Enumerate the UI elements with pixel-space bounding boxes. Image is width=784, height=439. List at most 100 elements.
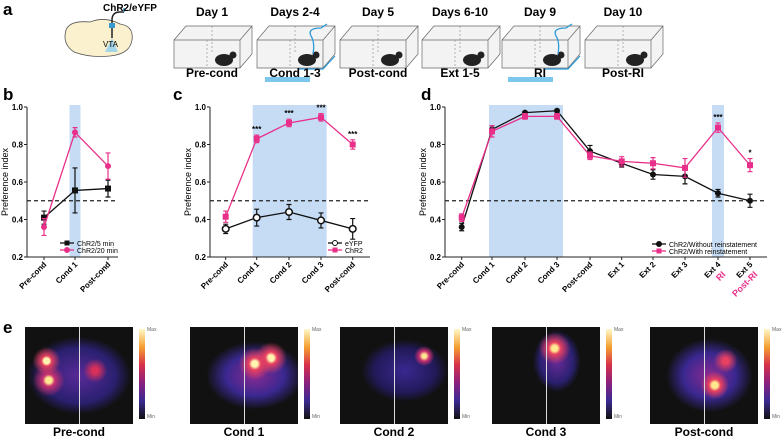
- brain-schematic: [64, 8, 133, 57]
- data-point: [253, 135, 260, 142]
- series-line: [461, 110, 751, 228]
- y-tick-label: 0.4: [12, 216, 24, 225]
- heatmap-label: Pre-cond: [52, 425, 105, 439]
- chamber-divider: [244, 327, 245, 424]
- data-point: [747, 197, 753, 204]
- legend-label: ChR2: [345, 248, 363, 255]
- panel-label-a: a: [3, 0, 13, 19]
- heatmap-label: Post-cond: [674, 425, 734, 439]
- phase-label: Post-cond: [348, 66, 408, 80]
- x-tick-label: Cond 3: [536, 260, 562, 286]
- legend-label: ChR2/5 min: [77, 241, 114, 248]
- significance-marker: *: [748, 149, 752, 158]
- colorbar-min-label: Min: [614, 414, 623, 420]
- data-point: [489, 128, 495, 135]
- data-point: [316, 216, 326, 225]
- series-line: [461, 115, 751, 218]
- significance-marker: ***: [348, 130, 358, 139]
- heatmap-label: Cond 2: [373, 425, 415, 439]
- stimulation-shading: [712, 105, 724, 257]
- colorbar-max-label: Max: [614, 327, 624, 333]
- data-point: [715, 124, 721, 131]
- data-point: [348, 224, 357, 233]
- heatmap-label: Cond 3: [525, 425, 567, 439]
- data-point: [222, 213, 229, 220]
- heatmap-4: [650, 327, 758, 424]
- x-tick-label: Cond 2: [504, 260, 530, 286]
- day-label: Day 5: [361, 5, 395, 19]
- y-axis-label: Preference index: [183, 147, 193, 216]
- significance-marker: ***: [713, 113, 723, 122]
- legend-label: eYFP: [345, 241, 363, 248]
- x-tick-label: Ext 3: [670, 260, 690, 280]
- day-label: Days 6-10: [431, 5, 489, 19]
- colorbar: [454, 329, 460, 419]
- data-point: [554, 107, 560, 114]
- y-tick-label: 0.6: [195, 178, 207, 187]
- x-tick-label: Post-cond: [560, 260, 594, 294]
- data-point: [41, 224, 47, 230]
- phase-label: Cond 1-3: [269, 66, 321, 80]
- test-box-icon: [173, 25, 253, 69]
- y-tick-label: 0.8: [430, 141, 442, 150]
- vta-label: VTA: [103, 40, 118, 49]
- colorbar-max-label: Max: [147, 327, 157, 333]
- colorbar: [606, 329, 612, 419]
- data-point: [650, 160, 656, 167]
- data-point: [318, 114, 324, 121]
- y-tick-label: 0.4: [430, 216, 442, 225]
- y-tick-label: 1.0: [430, 103, 442, 112]
- test-box-icon: [501, 23, 581, 70]
- chamber-divider: [79, 327, 80, 424]
- legend-label: ChR2/Without reinstatement: [669, 242, 757, 249]
- data-point: [458, 224, 465, 230]
- y-tick-label: 0.4: [195, 216, 207, 225]
- colorbar-min-label: Min: [312, 414, 321, 420]
- chamber-divider: [394, 327, 395, 424]
- day-label: Day 10: [603, 5, 643, 19]
- colorbar: [764, 329, 770, 419]
- test-box-icon: [584, 25, 664, 69]
- day-label: Day 9: [523, 5, 557, 19]
- significance-marker: ***: [252, 125, 262, 134]
- panel-label-d: d: [421, 85, 432, 104]
- legend-marker: [332, 247, 338, 253]
- y-axis-label: Preference index: [0, 147, 10, 216]
- day-label: Day 1: [195, 5, 229, 19]
- data-point: [72, 129, 78, 136]
- data-point: [715, 190, 721, 197]
- x-tick-label: Pre-cond: [435, 260, 466, 291]
- data-point: [522, 113, 528, 120]
- y-tick-label: 0.2: [195, 253, 207, 262]
- legend-label: ChR2/20 min: [77, 248, 118, 255]
- significance-marker: ***: [284, 109, 294, 118]
- stimulation-shading: [489, 105, 563, 257]
- legend-marker: [332, 240, 338, 246]
- test-box-icon: [421, 25, 501, 69]
- phase-label: Ext 1-5: [440, 66, 480, 80]
- stimulation-shading: [252, 105, 327, 257]
- colorbar: [304, 329, 310, 419]
- y-tick-label: 0.8: [195, 141, 207, 150]
- legend-marker: [64, 247, 70, 253]
- y-tick-label: 0.2: [12, 253, 24, 262]
- heatmap-label: Cond 1: [223, 425, 265, 439]
- colorbar-max-label: Max: [462, 327, 472, 333]
- legend-label: ChR2/With reinstatement: [669, 249, 747, 256]
- injection-label: ChR2/eYFP: [103, 3, 157, 14]
- y-tick-label: 0.6: [430, 178, 442, 187]
- data-point: [650, 171, 656, 178]
- heatmap-0: [25, 327, 133, 424]
- y-tick-label: 1.0: [12, 103, 24, 112]
- legend-marker: [656, 248, 662, 254]
- x-tick-label: Cond 1: [471, 260, 497, 286]
- data-point: [221, 224, 230, 233]
- heatmap-1: [190, 327, 298, 424]
- chamber-divider: [546, 327, 547, 424]
- colorbar-min-label: Min: [147, 414, 156, 420]
- panel-label-e: e: [3, 318, 13, 337]
- colorbar-min-label: Min: [462, 414, 471, 420]
